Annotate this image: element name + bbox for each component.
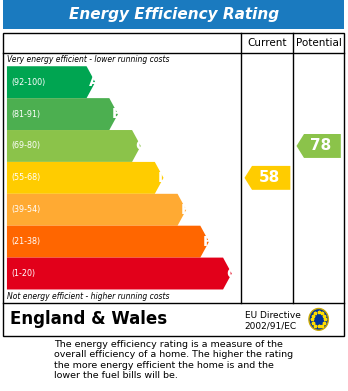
Text: (39-54): (39-54) (11, 205, 40, 214)
Text: C: C (135, 139, 145, 153)
FancyBboxPatch shape (3, 0, 344, 29)
Text: Very energy efficient - lower running costs: Very energy efficient - lower running co… (7, 55, 169, 64)
Polygon shape (7, 98, 118, 130)
Polygon shape (7, 194, 186, 226)
Polygon shape (7, 226, 209, 258)
Text: England & Wales: England & Wales (10, 310, 167, 328)
Text: (92-100): (92-100) (11, 78, 45, 87)
Text: B: B (112, 107, 123, 121)
Polygon shape (245, 166, 290, 190)
Text: Current: Current (248, 38, 287, 48)
Text: (81-91): (81-91) (11, 109, 40, 118)
Text: 58: 58 (259, 170, 280, 185)
Text: (1-20): (1-20) (11, 269, 35, 278)
Text: 2002/91/EC: 2002/91/EC (245, 322, 297, 331)
Text: D: D (158, 171, 169, 185)
Text: The energy efficiency rating is a measure of the
overall efficiency of a home. T: The energy efficiency rating is a measur… (54, 340, 293, 380)
Bar (3, 33, 344, 336)
Polygon shape (7, 258, 232, 289)
Polygon shape (7, 162, 164, 194)
Polygon shape (7, 66, 95, 98)
Text: G: G (226, 267, 237, 280)
Text: (69-80): (69-80) (11, 142, 40, 151)
Polygon shape (7, 130, 141, 162)
Text: Not energy efficient - higher running costs: Not energy efficient - higher running co… (7, 292, 169, 301)
Polygon shape (296, 134, 341, 158)
Text: (55-68): (55-68) (11, 173, 40, 182)
Text: Energy Efficiency Rating: Energy Efficiency Rating (69, 7, 279, 22)
Text: Potential: Potential (296, 38, 342, 48)
Text: A: A (89, 75, 100, 89)
Text: E: E (180, 203, 190, 217)
Text: (21-38): (21-38) (11, 237, 40, 246)
Text: F: F (203, 235, 213, 249)
Text: 78: 78 (310, 138, 331, 154)
Text: EU Directive: EU Directive (245, 311, 301, 320)
Circle shape (309, 308, 329, 330)
